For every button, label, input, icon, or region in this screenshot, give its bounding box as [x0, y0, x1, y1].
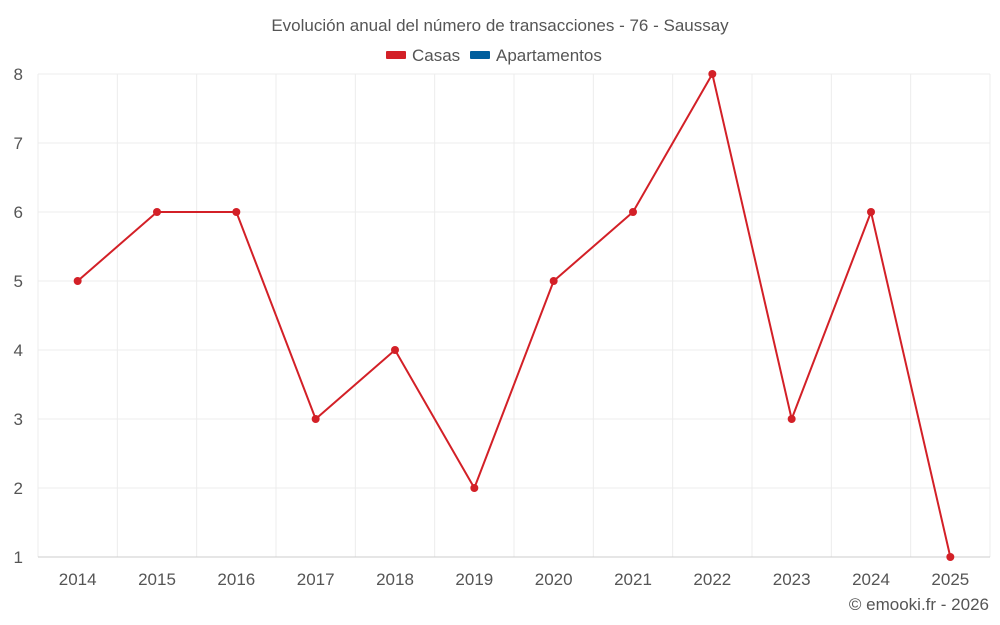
x-tick-label: 2024: [852, 570, 890, 589]
x-tick-label: 2023: [773, 570, 811, 589]
x-gridlines: [37, 74, 991, 557]
data-point-casas-2019[interactable]: [470, 484, 479, 492]
y-tick-label: 8: [14, 65, 23, 84]
y-axis-labels: 1 2 3 4 5 6 7 8: [14, 65, 23, 567]
data-point-casas-2016[interactable]: [232, 208, 241, 216]
x-tick-label: 2021: [614, 570, 652, 589]
data-point-casas-2025[interactable]: [946, 553, 955, 561]
data-point-casas-2014[interactable]: [73, 277, 82, 285]
data-point-casas-2023[interactable]: [787, 415, 796, 423]
data-point-casas-2015[interactable]: [153, 208, 161, 216]
y-tick-label: 6: [14, 203, 23, 222]
data-point-casas-2024[interactable]: [867, 208, 875, 216]
y-tick-label: 1: [14, 548, 23, 567]
series-line-casas: [77, 73, 952, 558]
y-tick-label: 4: [14, 341, 23, 360]
y-tick-label: 3: [14, 410, 23, 429]
x-tick-label: 2019: [455, 570, 493, 589]
data-point-casas-2018[interactable]: [391, 346, 399, 354]
credit-text: © emooki.fr - 2026: [849, 595, 989, 614]
data-point-casas-2017[interactable]: [311, 415, 320, 423]
series-casas: [73, 70, 955, 561]
x-tick-label: 2014: [59, 570, 97, 589]
x-tick-label: 2022: [693, 570, 731, 589]
legend-label-apartamentos[interactable]: Apartamentos: [496, 46, 602, 65]
x-tick-label: 2018: [376, 570, 414, 589]
x-tick-label: 2015: [138, 570, 176, 589]
data-point-casas-2021[interactable]: [629, 208, 637, 216]
legend-swatch-apartamentos: [470, 51, 490, 59]
y-tick-label: 5: [14, 272, 23, 291]
y-tick-label: 2: [14, 479, 23, 498]
chart-title: Evolución anual del número de transaccio…: [271, 16, 729, 35]
y-tick-label: 7: [14, 134, 23, 153]
x-tick-label: 2025: [931, 570, 969, 589]
x-axis-labels: 2014 2015 2016 2017 2018 2019 2020 2021 2022 2023…: [59, 570, 969, 589]
data-point-casas-2020[interactable]: [549, 277, 558, 285]
x-tick-label: 2017: [297, 570, 335, 589]
legend: Casas Apartamentos: [386, 46, 602, 65]
legend-swatch-casas: [386, 51, 406, 59]
data-point-casas-2022[interactable]: [708, 70, 717, 78]
x-tick-label: 2016: [217, 570, 255, 589]
x-tick-label: 2020: [535, 570, 573, 589]
legend-label-casas[interactable]: Casas: [412, 46, 460, 65]
